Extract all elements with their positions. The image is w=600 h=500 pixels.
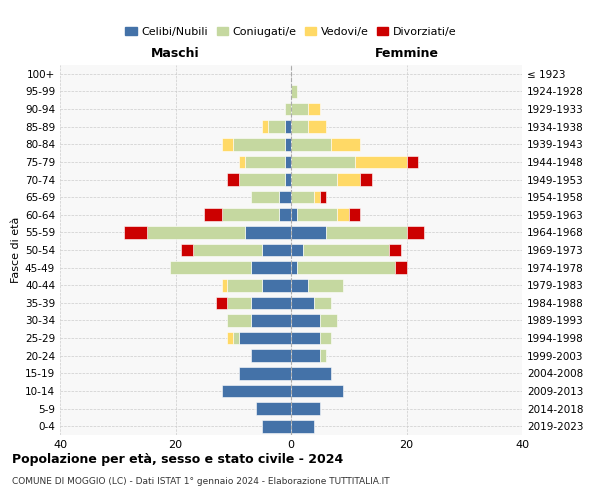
Bar [320, 332, 331, 344]
Bar [285, 102, 291, 116]
Legend: Celibi/Nubili, Coniugati/e, Vedovi/e, Divorziati/e: Celibi/Nubili, Coniugati/e, Vedovi/e, Di… [121, 22, 461, 42]
Bar [227, 332, 233, 344]
Bar [337, 173, 360, 186]
Bar [262, 244, 291, 256]
Bar [205, 208, 222, 221]
Bar [291, 279, 308, 291]
Bar [291, 102, 308, 116]
Bar [291, 420, 314, 432]
Bar [355, 156, 407, 168]
Bar [239, 367, 291, 380]
Bar [291, 332, 320, 344]
Bar [308, 279, 343, 291]
Bar [291, 208, 297, 221]
Bar [291, 296, 314, 309]
Text: Popolazione per età, sesso e stato civile - 2024: Popolazione per età, sesso e stato civil… [12, 452, 343, 466]
Bar [222, 384, 291, 398]
Text: Maschi: Maschi [151, 46, 200, 60]
Bar [360, 173, 372, 186]
Bar [233, 138, 285, 150]
Bar [314, 296, 331, 309]
Bar [308, 120, 326, 133]
Bar [331, 138, 360, 150]
Bar [320, 191, 326, 203]
Bar [291, 191, 314, 203]
Bar [256, 402, 291, 415]
Bar [389, 244, 401, 256]
Bar [251, 262, 291, 274]
Bar [245, 226, 291, 238]
Bar [170, 262, 251, 274]
Bar [280, 208, 291, 221]
Bar [280, 191, 291, 203]
Bar [320, 350, 326, 362]
Bar [262, 120, 268, 133]
Bar [291, 138, 331, 150]
Bar [251, 296, 291, 309]
Text: COMUNE DI MOGGIO (LC) - Dati ISTAT 1° gennaio 2024 - Elaborazione TUTTITALIA.IT: COMUNE DI MOGGIO (LC) - Dati ISTAT 1° ge… [12, 478, 389, 486]
Bar [239, 156, 245, 168]
Bar [239, 332, 291, 344]
Bar [285, 120, 291, 133]
Bar [193, 244, 262, 256]
Bar [251, 350, 291, 362]
Bar [245, 156, 285, 168]
Bar [285, 138, 291, 150]
Bar [407, 156, 418, 168]
Bar [262, 420, 291, 432]
Bar [308, 102, 320, 116]
Bar [291, 367, 331, 380]
Bar [291, 226, 326, 238]
Bar [216, 296, 227, 309]
Bar [285, 173, 291, 186]
Bar [227, 279, 262, 291]
Bar [291, 85, 297, 98]
Bar [291, 120, 308, 133]
Bar [326, 226, 407, 238]
Bar [291, 244, 302, 256]
Bar [349, 208, 360, 221]
Bar [320, 314, 337, 327]
Text: Femmine: Femmine [374, 46, 439, 60]
Bar [181, 244, 193, 256]
Bar [262, 279, 291, 291]
Bar [285, 156, 291, 168]
Bar [222, 279, 227, 291]
Bar [268, 120, 285, 133]
Bar [297, 208, 337, 221]
Bar [314, 191, 320, 203]
Bar [291, 262, 297, 274]
Bar [291, 173, 337, 186]
Bar [227, 296, 251, 309]
Bar [233, 332, 239, 344]
Bar [227, 173, 239, 186]
Bar [222, 138, 233, 150]
Bar [146, 226, 245, 238]
Bar [337, 208, 349, 221]
Bar [227, 314, 251, 327]
Bar [124, 226, 146, 238]
Bar [291, 402, 320, 415]
Bar [251, 314, 291, 327]
Bar [291, 350, 320, 362]
Bar [239, 173, 285, 186]
Bar [291, 314, 320, 327]
Bar [251, 191, 280, 203]
Bar [407, 226, 424, 238]
Bar [222, 208, 280, 221]
Bar [291, 156, 355, 168]
Bar [395, 262, 407, 274]
Y-axis label: Fasce di età: Fasce di età [11, 217, 21, 283]
Bar [297, 262, 395, 274]
Bar [291, 384, 343, 398]
Bar [302, 244, 389, 256]
